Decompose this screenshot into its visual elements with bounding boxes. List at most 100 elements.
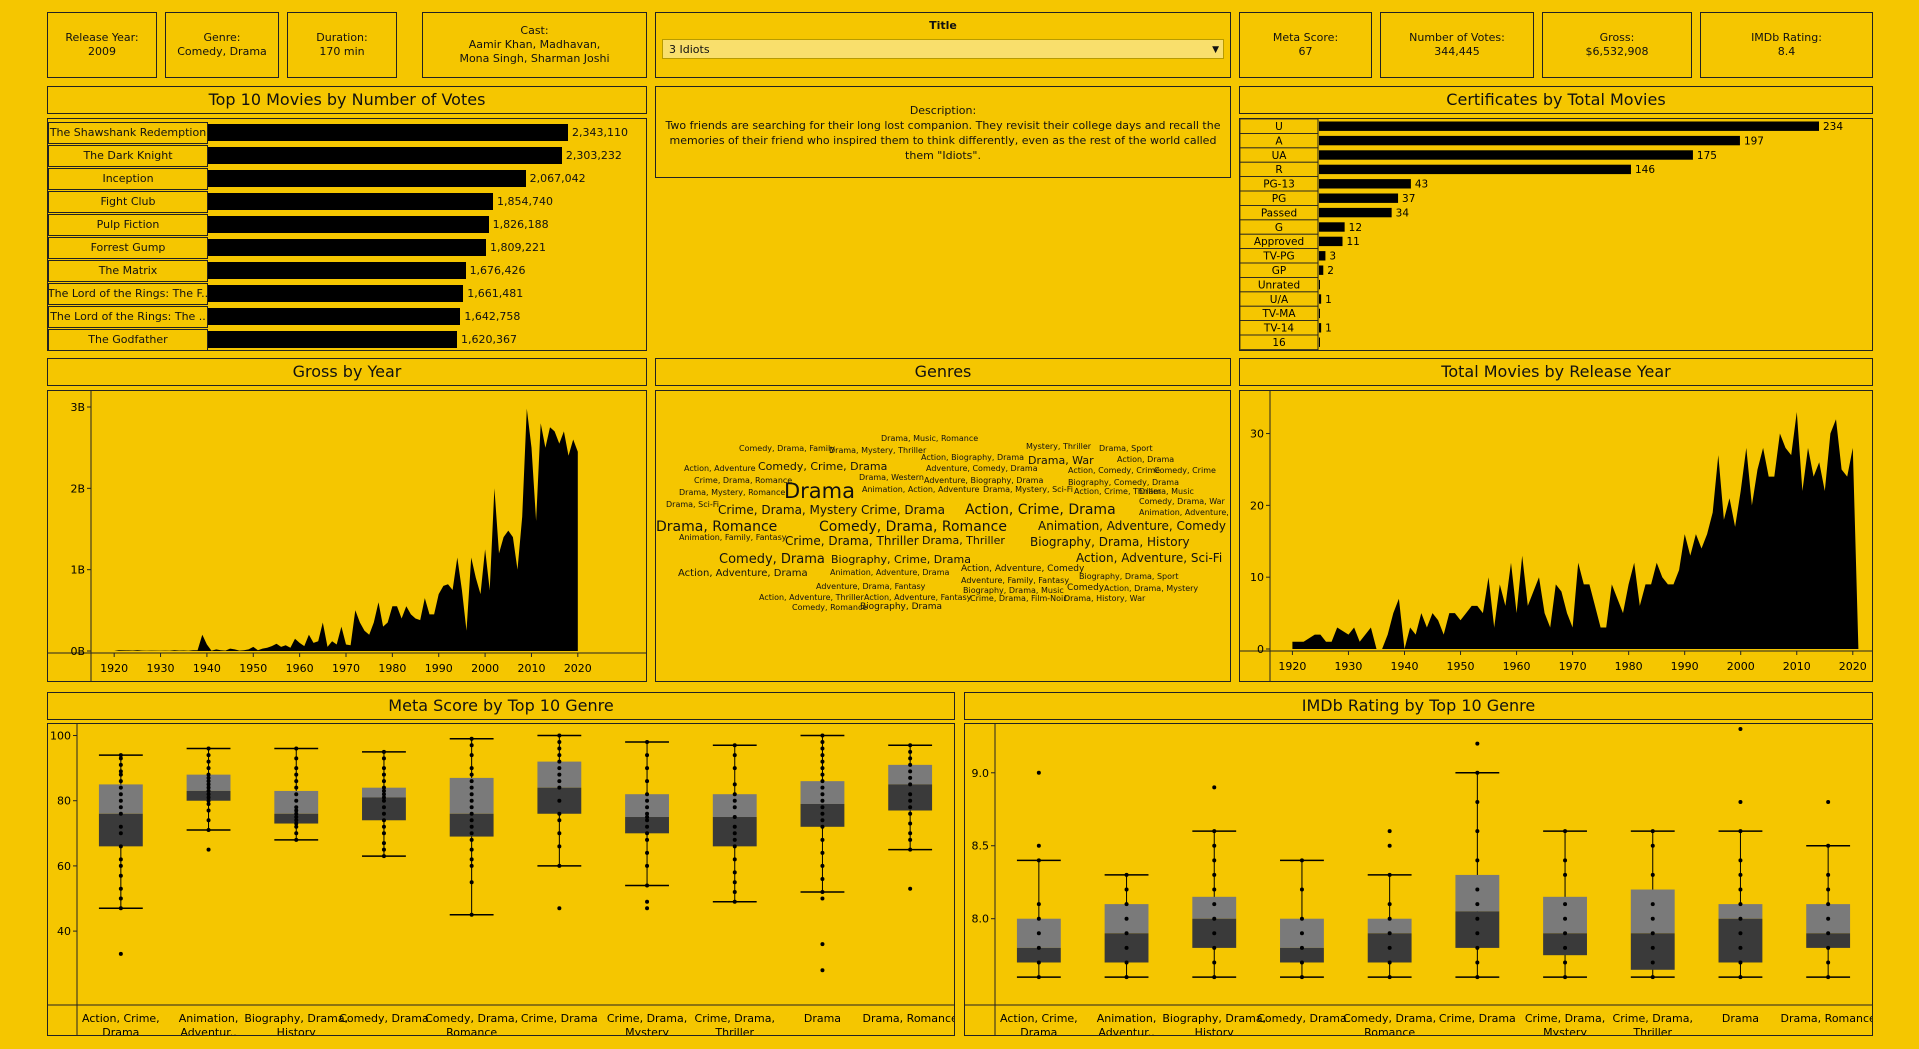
genre-word[interactable]: Biography, Drama, History bbox=[1030, 535, 1190, 549]
genre-word[interactable]: Action, Adventure bbox=[684, 464, 756, 473]
data-point bbox=[1299, 887, 1304, 892]
data-point bbox=[1475, 916, 1480, 921]
data-point bbox=[1475, 799, 1480, 804]
genre-word[interactable]: Drama, Romance bbox=[656, 519, 778, 535]
genre-word[interactable]: Action, Drama, Mystery bbox=[1104, 584, 1199, 593]
data-point bbox=[732, 870, 737, 875]
genre-word[interactable]: Drama, War bbox=[1028, 454, 1094, 467]
genre-word[interactable]: Action, Drama bbox=[1117, 455, 1175, 464]
genre-word[interactable]: Animation, Adventure, Family bbox=[1139, 508, 1230, 517]
genre-word[interactable]: Action, Adventure, Drama bbox=[678, 568, 808, 579]
data-point bbox=[645, 740, 650, 745]
x-tick-label: 1950 bbox=[1447, 660, 1475, 673]
genre-word[interactable]: Action, Adventure, Comedy bbox=[961, 564, 1085, 574]
data-point bbox=[206, 795, 211, 800]
genre-word[interactable]: Action, Comedy, Crime bbox=[1068, 466, 1161, 475]
y-tick-label: 0B bbox=[70, 645, 85, 658]
genre-word[interactable]: Comedy, Crime bbox=[1154, 466, 1216, 475]
genre-word[interactable]: Biography, Drama, Music bbox=[963, 586, 1064, 595]
data-point bbox=[118, 753, 123, 758]
years-chart: 0 10 20 30 1920 1930 1940 1950 1960 1970 1980 1990 2… bbox=[1239, 390, 1878, 682]
bar-value-label: 2,303,232 bbox=[565, 149, 622, 162]
genre-word[interactable]: Comedy bbox=[1067, 583, 1105, 593]
genre-word[interactable]: Action, Adventure, Sci-Fi bbox=[1076, 551, 1223, 565]
x-tick-label: 1980 bbox=[378, 662, 406, 675]
bar-value-label: 2,343,110 bbox=[572, 126, 628, 139]
genre-word[interactable]: Action, Adventure, Thriller bbox=[759, 593, 864, 602]
genre-word[interactable]: Adventure, Biography, Drama bbox=[924, 476, 1044, 485]
data-point bbox=[908, 769, 913, 774]
genre-word[interactable]: Comedy, Romance bbox=[792, 603, 868, 612]
genre-word[interactable]: Drama, Music, Romance bbox=[881, 434, 979, 443]
category-label: Drama bbox=[804, 1012, 841, 1025]
data-point bbox=[1650, 829, 1655, 834]
genre-word[interactable]: Comedy, Drama, Family bbox=[739, 444, 835, 453]
genre-word[interactable]: Biography, Comedy, Drama bbox=[1068, 478, 1179, 487]
value-label: 146 bbox=[1635, 164, 1655, 176]
genre-word[interactable]: Drama, Sport bbox=[1099, 444, 1153, 453]
title-select[interactable]: 3 Idiots ▼ bbox=[662, 39, 1224, 59]
genre-word[interactable]: Mystery, Thriller bbox=[1026, 442, 1092, 451]
genre-word[interactable]: Drama, History, War bbox=[1064, 594, 1146, 603]
genre-word[interactable]: Action, Biography, Drama bbox=[921, 453, 1025, 462]
genre-word[interactable]: Action, Crime, Thriller bbox=[1074, 487, 1162, 496]
data-point bbox=[908, 792, 913, 797]
category-label: Passed bbox=[1261, 207, 1297, 219]
bar bbox=[1319, 135, 1740, 146]
data-point bbox=[732, 880, 737, 885]
genre-word[interactable]: Comedy, Crime, Drama bbox=[758, 460, 888, 473]
genre-word[interactable]: Comedy, Drama, Romance bbox=[819, 519, 1007, 535]
genre-word[interactable]: Crime, Drama, Thriller bbox=[785, 534, 919, 548]
x-tick-label: 1970 bbox=[1559, 660, 1587, 673]
data-point bbox=[820, 772, 825, 777]
genre-word[interactable]: Drama, Western bbox=[859, 473, 924, 482]
data-point bbox=[1124, 960, 1129, 965]
genre-word[interactable]: Action, Adventure, Fantasy bbox=[864, 593, 972, 602]
data-point bbox=[1299, 960, 1304, 965]
bar-value-label: 2,067,042 bbox=[529, 172, 586, 185]
genre-word[interactable]: Adventure, Family, Fantasy bbox=[961, 576, 1070, 585]
genre-word[interactable]: Drama, Sci-Fi bbox=[666, 500, 719, 509]
chevron-down-icon[interactable]: ▼ bbox=[1212, 45, 1219, 55]
description-label: Description: bbox=[909, 104, 977, 117]
kpi-value: 8.4 bbox=[1777, 45, 1796, 58]
genre-word[interactable]: Crime, Drama bbox=[861, 503, 945, 517]
y-tick-label: 30 bbox=[1250, 428, 1264, 441]
data-point bbox=[557, 779, 562, 784]
genre-word[interactable]: Drama bbox=[784, 479, 855, 503]
kpi-label: Number of Votes: bbox=[1409, 31, 1505, 44]
genre-word[interactable]: Drama, Music bbox=[1139, 487, 1194, 496]
genre-word[interactable]: Adventure, Comedy, Drama bbox=[926, 464, 1038, 473]
genre-word[interactable]: Biography, Drama, Sport bbox=[1079, 572, 1179, 581]
genre-word[interactable]: Drama, Mystery, Sci-Fi bbox=[983, 485, 1073, 494]
genre-word[interactable]: Biography, Crime, Drama bbox=[831, 553, 971, 566]
genre-word[interactable]: Biography, Drama bbox=[860, 602, 943, 612]
category-label: Romance bbox=[446, 1026, 497, 1035]
genre-word[interactable]: Comedy, Drama, War bbox=[1139, 497, 1225, 506]
box-upper bbox=[1367, 918, 1412, 934]
genre-word[interactable]: Adventure, Drama, Fantasy bbox=[816, 582, 926, 591]
genre-word[interactable]: Drama, Mystery, Thriller bbox=[829, 446, 927, 455]
data-point bbox=[820, 837, 825, 842]
data-point bbox=[294, 785, 299, 790]
data-point bbox=[118, 756, 123, 761]
genre-word[interactable]: Action, Crime, Drama bbox=[965, 502, 1116, 518]
genre-word[interactable]: Animation, Family, Fantasy bbox=[679, 533, 787, 542]
data-point bbox=[1563, 829, 1568, 834]
genre-word[interactable]: Comedy, Drama bbox=[719, 552, 825, 567]
data-point bbox=[1475, 829, 1480, 834]
genre-word[interactable]: Crime, Drama, Mystery bbox=[718, 503, 858, 517]
certs-chart: U 234 A 197 UA 175 R 146 PG-13 43 PG 37 Passed 34 G 12 A… bbox=[1239, 118, 1873, 351]
genre-word[interactable]: Animation, Adventure, Drama bbox=[830, 568, 950, 577]
data-point bbox=[557, 798, 562, 803]
years-svg: 0 10 20 30 1920 1930 1940 1950 1960 1970 1980 1990 2… bbox=[1240, 391, 1878, 681]
genre-word[interactable]: Crime, Drama, Film-Noir bbox=[970, 594, 1067, 603]
genre-word[interactable]: Animation, Action, Adventure bbox=[862, 485, 980, 494]
data-point bbox=[820, 798, 825, 803]
select-value: 3 Idiots bbox=[669, 43, 710, 56]
genre-word[interactable]: Crime, Drama, Romance bbox=[694, 476, 793, 485]
genre-word[interactable]: Drama, Mystery, Romance bbox=[679, 488, 786, 497]
data-point bbox=[557, 740, 562, 745]
genre-word[interactable]: Animation, Adventure, Comedy bbox=[1038, 519, 1227, 533]
genre-word[interactable]: Drama, Thriller bbox=[922, 534, 1005, 547]
